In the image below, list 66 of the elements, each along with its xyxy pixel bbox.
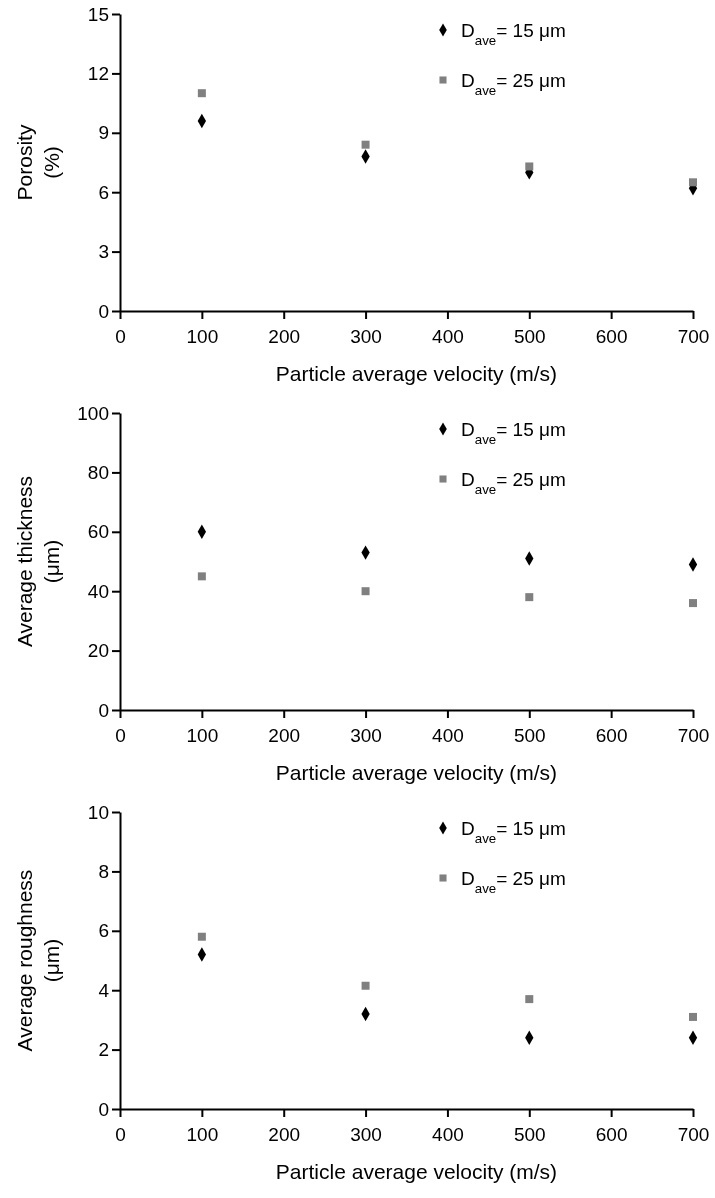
x-tick-label: 200 [268, 1123, 301, 1145]
y-axis-title: Average roughness (μm) [13, 869, 64, 1052]
x-tick-label: 600 [595, 724, 628, 746]
y-tick-label: 9 [98, 122, 109, 144]
x-tick-label: 600 [595, 1123, 628, 1145]
legend-label: D$_{ave}$= 15 μm [461, 818, 566, 846]
x-tick-label: 0 [115, 325, 126, 347]
point [197, 932, 206, 941]
x-tick-label: 0 [115, 1123, 126, 1145]
legend-label: D$_{ave}$= 25 μm [461, 70, 566, 98]
legend-label: D$_{ave}$= 15 μm [461, 419, 566, 447]
point [689, 599, 697, 608]
x-tick-label: 700 [677, 724, 710, 746]
x-axis-title: Particle average velocity (m/s) [275, 1160, 558, 1183]
y-tick-label: 100 [77, 402, 109, 424]
point [197, 572, 206, 581]
x-tick-label: 200 [268, 325, 301, 347]
y-tick-label: 60 [87, 521, 109, 543]
y-tick-label: 0 [98, 300, 109, 322]
legend-label: D$_{ave}$= 25 μm [461, 868, 566, 896]
x-tick-label: 500 [513, 724, 546, 746]
x-tick-label: 100 [186, 325, 219, 347]
x-axis-title: Particle average velocity (m/s) [275, 362, 558, 385]
x-tick-label: 600 [595, 325, 628, 347]
x-tick-label: 500 [513, 1123, 546, 1145]
point [525, 162, 534, 171]
y-axis-title: Porosity (%) [13, 124, 64, 201]
point [361, 587, 370, 596]
y-tick-label: 6 [98, 181, 109, 203]
x-tick-label: 400 [432, 1123, 464, 1145]
legend-label: D$_{ave}$= 25 μm [461, 469, 566, 497]
x-axis-title: Particle average velocity (m/s) [275, 761, 558, 784]
point [361, 140, 370, 149]
y-tick-label: 80 [87, 461, 109, 483]
y-tick-label: 8 [98, 860, 109, 882]
x-tick-label: 100 [186, 724, 219, 746]
y-tick-label: 15 [87, 3, 109, 25]
point [525, 593, 534, 602]
point [361, 981, 370, 990]
y-tick-label: 0 [98, 1098, 109, 1120]
x-tick-label: 200 [268, 724, 301, 746]
x-tick-label: 500 [513, 325, 546, 347]
point [525, 995, 534, 1004]
point [197, 89, 206, 98]
y-tick-label: 6 [98, 920, 109, 942]
y-tick-label: 10 [87, 801, 109, 823]
x-tick-label: 300 [350, 724, 382, 746]
y-tick-label: 4 [98, 979, 110, 1001]
y-tick-label: 3 [98, 241, 109, 263]
y-tick-label: 12 [87, 62, 109, 84]
x-tick-label: 700 [677, 1123, 710, 1145]
point [689, 1012, 697, 1021]
point [689, 178, 697, 187]
legend-label: D$_{ave}$= 15 μm [461, 20, 566, 48]
x-tick-label: 400 [432, 724, 464, 746]
x-tick-label: 100 [186, 1123, 219, 1145]
y-tick-label: 40 [87, 580, 109, 602]
x-tick-label: 0 [115, 724, 126, 746]
x-tick-label: 700 [677, 325, 710, 347]
y-tick-label: 20 [87, 640, 109, 662]
y-tick-label: 2 [98, 1039, 109, 1061]
y-tick-label: 0 [98, 699, 109, 721]
x-tick-label: 300 [350, 325, 382, 347]
x-tick-label: 400 [432, 325, 464, 347]
x-tick-label: 300 [350, 1123, 382, 1145]
y-axis-title: Average thickness (μm) [13, 475, 64, 648]
